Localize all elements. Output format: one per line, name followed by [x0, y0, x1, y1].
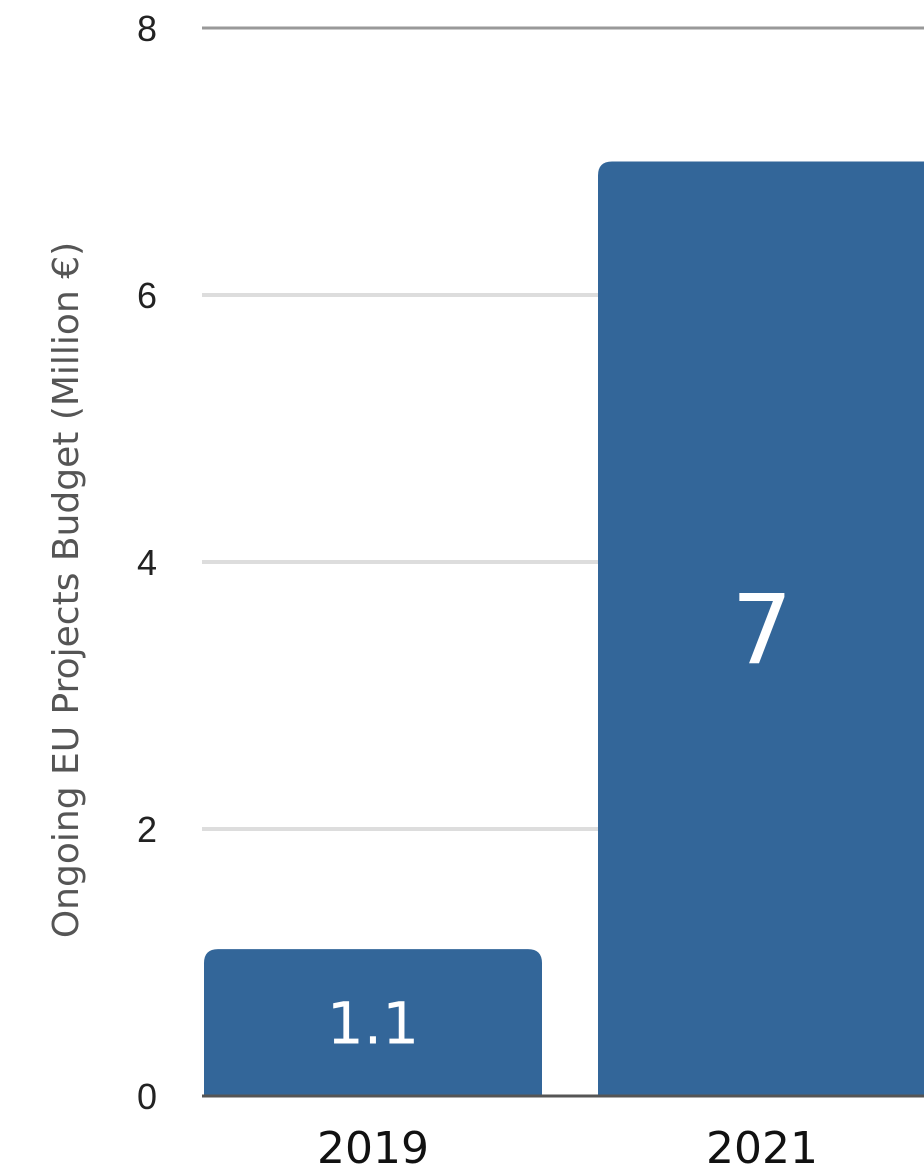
data-labels: 1.17: [327, 574, 793, 1057]
bar-2021: [598, 161, 924, 1096]
y-tick-label-0: 0: [137, 1076, 157, 1117]
y-tick-label-4: 4: [137, 542, 157, 583]
y-tick-label-2: 2: [137, 809, 157, 850]
data-label-2019: 1.1: [327, 989, 419, 1057]
x-tick-label-2019: 2019: [317, 1123, 429, 1174]
bars: [204, 161, 924, 1096]
y-tick-label-6: 6: [137, 275, 157, 316]
x-tick-labels: 2019 2021: [317, 1123, 818, 1174]
y-axis-title: Ongoing EU Projects Budget (Million €): [46, 242, 87, 938]
y-tick-labels: 0 2 4 6 8: [137, 8, 157, 1117]
x-tick-label-2021: 2021: [706, 1123, 818, 1174]
y-tick-label-8: 8: [137, 8, 157, 49]
data-label-2021: 7: [731, 574, 792, 686]
bar-2019: [204, 949, 542, 1096]
